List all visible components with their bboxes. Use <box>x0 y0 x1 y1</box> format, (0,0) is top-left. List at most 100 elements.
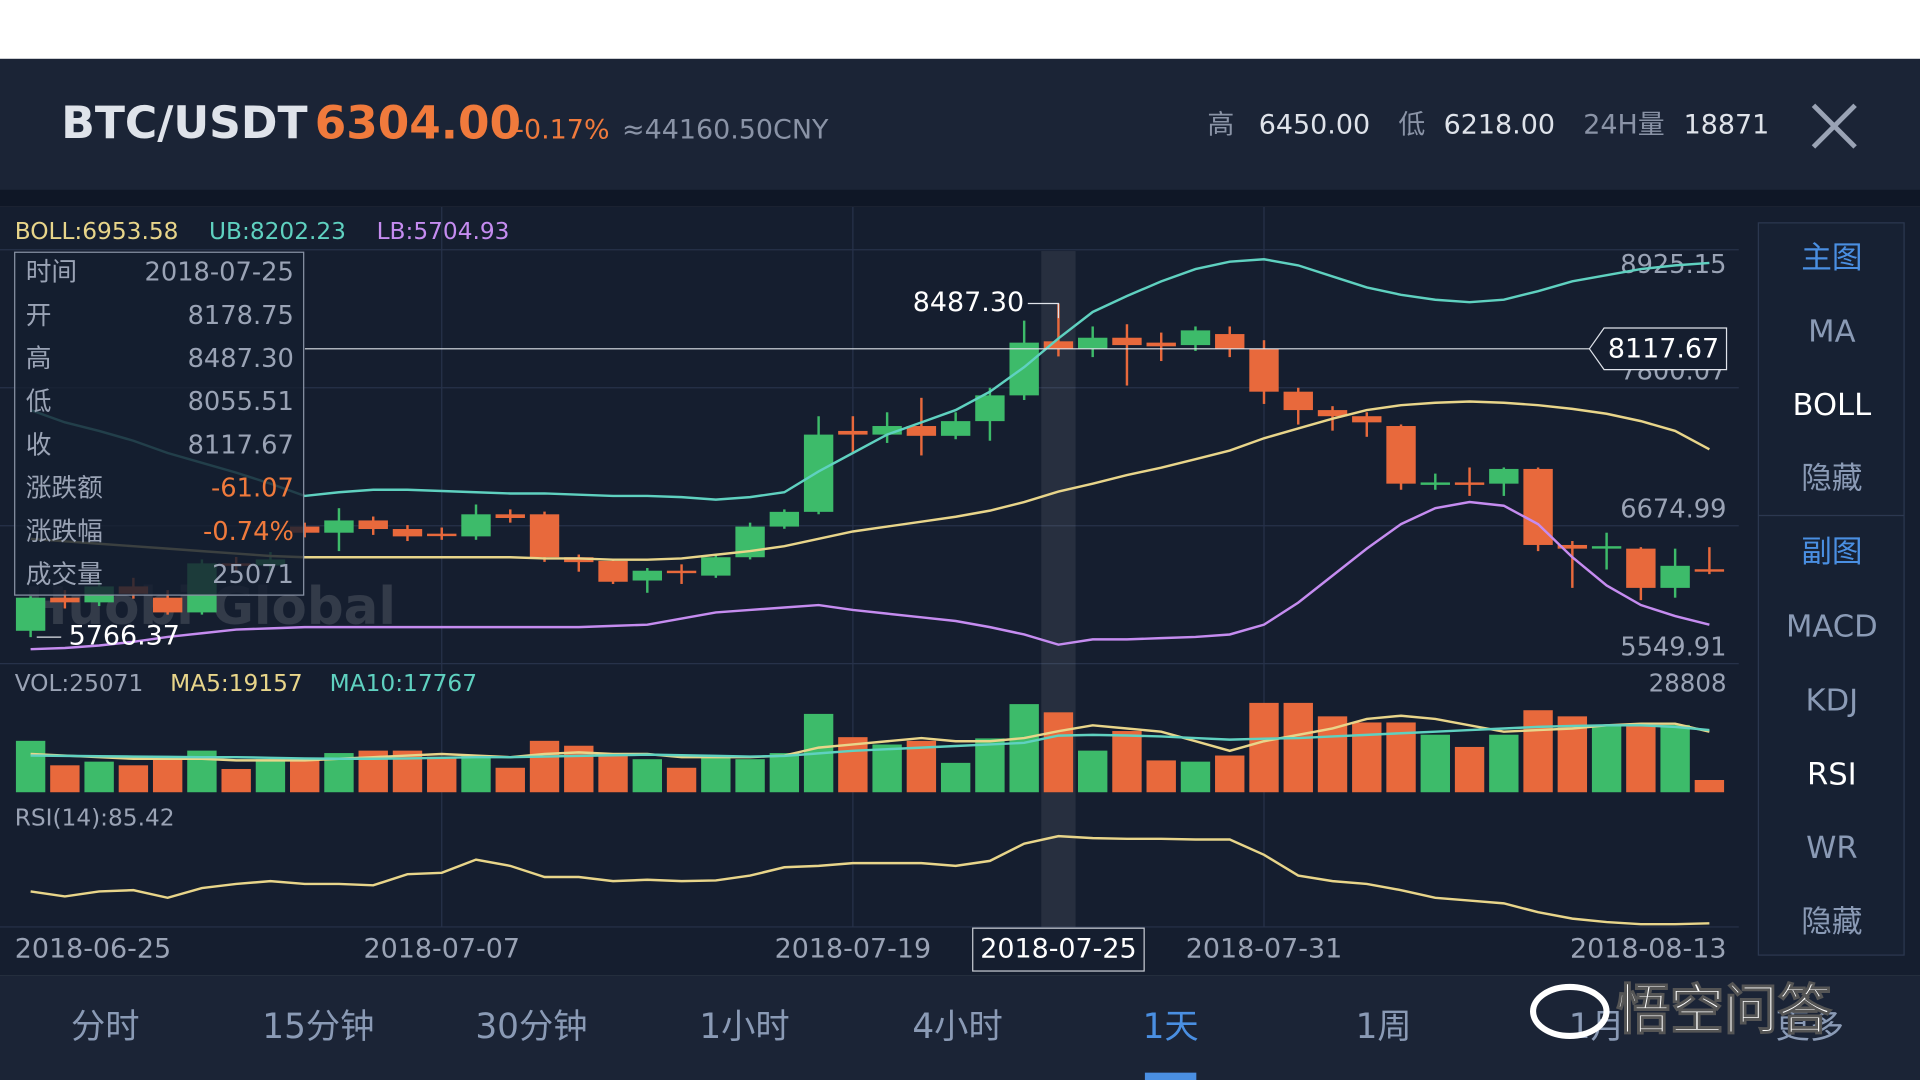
candle-body <box>427 533 457 537</box>
candle-body <box>392 529 423 537</box>
volume-bar <box>1078 750 1108 793</box>
candle-body <box>1694 569 1725 572</box>
min-mark-label: 5766.37 <box>69 621 180 652</box>
candle-body <box>872 426 902 435</box>
selected-band <box>1041 251 1076 927</box>
legend-entry: BOLL:6953.58 <box>15 218 179 245</box>
menu-item[interactable]: 隐藏 <box>1801 462 1862 497</box>
candle-body <box>1078 337 1108 349</box>
menu-item[interactable]: KDJ <box>1806 684 1859 719</box>
candle-body <box>1146 342 1176 347</box>
volume-bar <box>1660 724 1690 793</box>
tooltip <box>14 251 305 596</box>
tab[interactable]: 1天 <box>1143 1007 1199 1047</box>
volume-bar <box>1146 760 1176 793</box>
candle-body <box>632 570 662 581</box>
volume-bar <box>1283 702 1313 793</box>
candle-body <box>1009 342 1039 396</box>
vol-label: 24H量 <box>1583 110 1664 141</box>
volume-bar <box>872 744 902 793</box>
candle-body <box>598 560 628 582</box>
volume-bar <box>152 756 183 793</box>
candle-body <box>666 570 697 574</box>
volume-bar <box>84 761 114 793</box>
x-tick-label: 2018-07-19 <box>775 934 931 965</box>
legend-entry: MA10:17767 <box>330 670 477 697</box>
menu-item[interactable]: 隐藏 <box>1801 905 1862 940</box>
max-mark-line <box>1027 302 1060 319</box>
y-tick-label: 5549.91 <box>1620 632 1726 662</box>
tooltip-label: 涨跌幅 <box>26 517 103 547</box>
volume-bar <box>906 740 937 793</box>
x-tick-label: 2018-07-07 <box>364 934 520 965</box>
candle-body <box>803 434 834 512</box>
volume-bar <box>15 740 46 793</box>
menu-item[interactable]: MACD <box>1786 610 1878 645</box>
pair: BTC/USDT <box>61 98 307 149</box>
brand: 悟空问答 <box>1616 979 1832 1042</box>
tooltip-label: 成交量 <box>26 560 103 590</box>
candle-body <box>529 514 560 558</box>
volume-bar <box>1420 734 1450 793</box>
volume-bar <box>1352 722 1382 793</box>
candle-body <box>701 557 731 576</box>
tab[interactable]: 1周 <box>1356 1007 1412 1047</box>
rsi-line <box>30 834 1710 926</box>
menu-item[interactable]: WR <box>1806 831 1858 866</box>
candle-body <box>1626 548 1656 588</box>
volume-bar <box>529 740 560 793</box>
volume-bar <box>1694 780 1725 793</box>
candle-body <box>290 526 320 533</box>
x-label-box <box>972 927 1145 972</box>
tab[interactable]: 15分钟 <box>262 1007 374 1047</box>
tab[interactable]: 1小时 <box>699 1007 789 1047</box>
candle-body <box>975 395 1005 422</box>
candle-body <box>324 520 354 533</box>
volume-bar <box>701 755 731 793</box>
tab[interactable]: 30分钟 <box>475 1007 587 1047</box>
volume-bar <box>461 755 491 793</box>
boll-line <box>30 500 1710 651</box>
volume-bar <box>50 765 80 793</box>
tab[interactable]: 4小时 <box>912 1007 1002 1047</box>
legend-entry: LB:5704.93 <box>377 218 510 245</box>
last-price: 6304.00 <box>315 97 521 150</box>
volume-bar <box>221 768 251 793</box>
tooltip-value: 8178.75 <box>188 301 294 331</box>
menu-item[interactable]: MA <box>1808 315 1855 350</box>
tooltip-label: 涨跌额 <box>26 474 103 504</box>
volume-bar <box>1626 724 1656 793</box>
candle-body <box>1454 482 1485 485</box>
tooltip-value: 8487.30 <box>188 344 294 374</box>
candle-body <box>769 511 800 527</box>
tab[interactable]: 更多 <box>1776 1007 1845 1047</box>
volume-bar <box>666 767 697 793</box>
change: -0.17% <box>514 115 609 146</box>
tooltip-label: 低 <box>26 387 52 417</box>
volume-bar <box>1112 731 1142 793</box>
x-tick-label: 2018-06-25 <box>15 934 171 965</box>
header-bg <box>0 58 1920 194</box>
candle-body <box>50 597 80 603</box>
menu-item[interactable]: BOLL <box>1793 388 1872 423</box>
candle-body <box>1386 426 1416 484</box>
cny: ≈44160.50CNY <box>622 115 829 146</box>
volume-bar <box>1523 710 1553 793</box>
tooltip-value: 8055.51 <box>188 387 294 417</box>
candle-body <box>1043 341 1074 349</box>
menu-item[interactable]: RSI <box>1807 757 1857 792</box>
candle-body <box>1249 348 1279 392</box>
candle-body <box>1489 468 1519 484</box>
volume-ma-line <box>30 714 1710 762</box>
x-tick-label: 2018-07-25 <box>980 934 1136 965</box>
close-button[interactable] <box>1811 103 1857 149</box>
volume-bar <box>290 759 320 793</box>
x-tick-label: 2018-08-13 <box>1570 934 1726 965</box>
tooltip-value: 25071 <box>212 560 294 590</box>
volume-ma-line <box>30 724 1710 760</box>
legend-entry: VOL:25071 <box>15 670 144 697</box>
tab[interactable]: 分时 <box>71 1007 140 1047</box>
volume-tick-label: 28808 <box>1649 668 1727 697</box>
low: 6218.00 <box>1444 110 1555 141</box>
